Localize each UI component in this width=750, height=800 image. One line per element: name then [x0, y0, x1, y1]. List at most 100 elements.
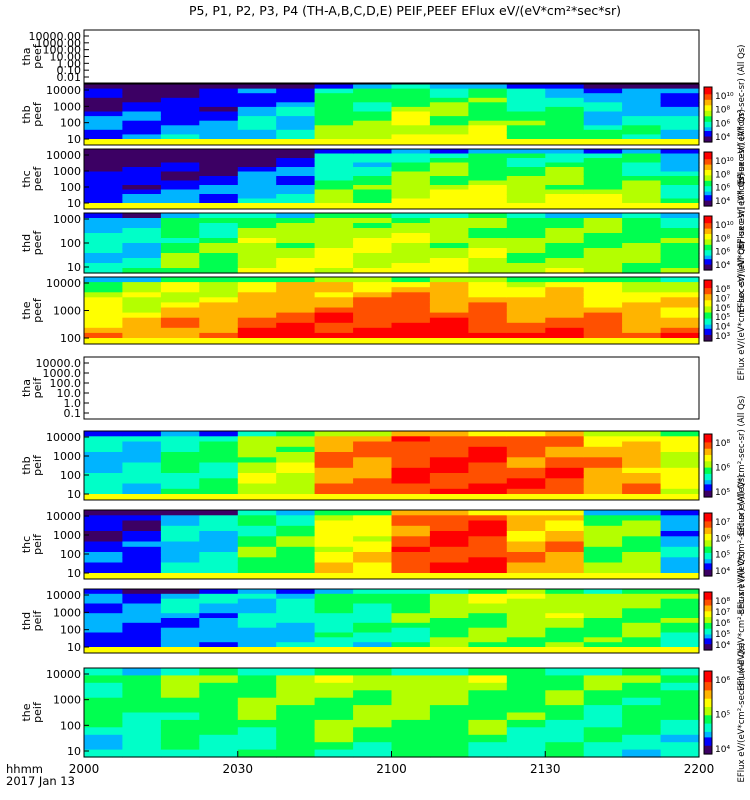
spectrogram-cell — [276, 531, 316, 537]
spectrogram-cell — [545, 282, 585, 288]
spectrogram-cell — [429, 520, 469, 527]
spectrogram-cell — [84, 167, 123, 173]
spectrogram-cell — [276, 727, 316, 736]
spectrogram-cell — [429, 632, 469, 638]
spectrogram-cell — [199, 598, 239, 605]
spectrogram-cell — [122, 727, 162, 736]
spectrogram-cell — [314, 608, 354, 614]
spectrogram-cell — [622, 488, 662, 495]
spectrogram-cell — [429, 589, 469, 595]
colorbar-swatch — [704, 118, 712, 121]
spectrogram-cell — [660, 149, 700, 155]
spectrogram-cell — [506, 520, 546, 527]
spectrogram-cell — [506, 431, 546, 437]
spectrogram-cell — [506, 93, 546, 99]
spectrogram-cell — [160, 603, 200, 609]
spectrogram-cell — [122, 431, 162, 437]
spectrogram-cell — [506, 642, 546, 648]
colorbar-swatch — [704, 467, 712, 471]
spectrogram-cell — [314, 446, 354, 453]
spectrogram-cell — [622, 176, 662, 182]
spectrogram-cell — [199, 158, 239, 164]
spectrogram-cell — [353, 258, 393, 264]
spectrogram-cell — [314, 134, 354, 140]
spectrogram-cell — [353, 312, 393, 319]
spectrogram-cell — [122, 93, 162, 99]
spectrogram-cell — [660, 552, 700, 558]
spectrogram-cell — [391, 557, 431, 564]
spectrogram-cell — [84, 627, 123, 634]
spectrogram-cell — [583, 567, 623, 574]
spectrogram-cell — [391, 158, 431, 164]
spectrogram-cell — [314, 436, 354, 443]
spectrogram-cell — [199, 189, 239, 195]
spectrogram-cell — [660, 171, 700, 177]
y-tick-label: 0.01 — [57, 71, 82, 84]
spectrogram-cell — [660, 228, 700, 234]
spectrogram-cell — [160, 436, 200, 443]
colorbar-label: 10⁴ — [715, 197, 730, 207]
spectrogram-cell — [622, 218, 662, 224]
spectrogram-cell — [84, 734, 123, 743]
spectrogram-cell — [276, 452, 316, 458]
spectrogram-cell — [122, 125, 162, 131]
spectrogram-cell — [429, 88, 469, 94]
spectrogram-cell — [160, 483, 200, 490]
spectrogram-cell — [84, 478, 123, 485]
spectrogram-cell — [353, 317, 393, 324]
spectrogram-cell — [122, 171, 162, 177]
spectrogram-cell — [391, 120, 431, 126]
spectrogram-cell — [506, 525, 546, 532]
spectrogram-cell — [468, 467, 508, 474]
spectrogram-cell — [506, 473, 546, 479]
colorbar-swatch — [704, 615, 712, 618]
spectrogram-cell — [84, 149, 123, 155]
spectrogram-cell — [353, 520, 393, 527]
spectrogram-cell — [391, 546, 431, 553]
spectrogram-cell — [276, 97, 316, 103]
colorbar-swatch — [704, 619, 712, 622]
colorbar-swatch — [704, 459, 712, 462]
spectrogram-cell — [622, 510, 662, 516]
colorbar-swatch — [704, 320, 712, 324]
colorbar-swatch — [704, 290, 712, 293]
spectrogram-cell — [160, 618, 200, 624]
spectrogram-cell — [660, 742, 700, 751]
colorbar-swatch — [704, 114, 712, 117]
spectrogram-cell — [160, 510, 200, 516]
spectrogram-cell — [545, 520, 585, 527]
spectrogram-cell — [429, 697, 469, 706]
spectrogram-cell — [391, 712, 431, 721]
spectrogram-cell — [276, 307, 316, 314]
spectrogram-cell — [391, 457, 431, 464]
spectrogram-cell — [429, 332, 469, 339]
spectrogram-cell — [84, 243, 123, 249]
spectrogram-cell — [391, 452, 431, 458]
spectrogram-cell — [199, 467, 239, 474]
spectrogram-cell — [660, 287, 700, 293]
spectrogram-cell — [353, 228, 393, 234]
spectrogram-cell — [429, 97, 469, 103]
spectrogram-cell — [84, 431, 123, 437]
spectrogram-cell — [468, 705, 508, 714]
colorbar-swatch — [704, 465, 712, 469]
spectrogram-cell — [314, 457, 354, 464]
spectrogram-cell — [429, 223, 469, 229]
spectrogram-cell — [583, 541, 623, 548]
colorbar-swatch — [704, 536, 712, 539]
spectrogram-cell — [506, 697, 546, 706]
colorbar-swatch — [704, 442, 712, 446]
spectrogram-cell — [429, 268, 469, 274]
spectrogram-cell — [391, 287, 431, 293]
spectrogram-cell — [545, 446, 585, 453]
spectrogram-cell — [429, 106, 469, 113]
colorbar-frame — [703, 433, 713, 498]
spectrogram-cell — [160, 332, 200, 339]
spectrogram-cell — [545, 531, 585, 537]
spectrogram-cell — [276, 457, 316, 464]
spectrogram-cell — [199, 734, 239, 743]
spectrogram-cell — [314, 510, 354, 516]
spectrogram-cell — [199, 749, 239, 758]
spectrogram-cell — [276, 567, 316, 574]
spectrogram-cell — [545, 536, 585, 543]
